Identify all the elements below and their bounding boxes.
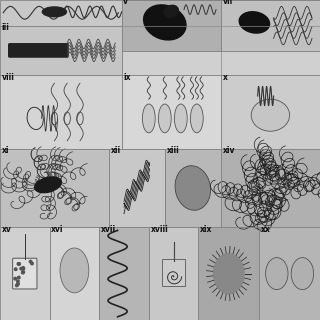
Ellipse shape (213, 253, 245, 294)
Ellipse shape (238, 11, 270, 34)
Circle shape (14, 268, 17, 270)
Circle shape (29, 260, 32, 263)
FancyBboxPatch shape (0, 149, 109, 227)
FancyBboxPatch shape (221, 75, 320, 149)
Text: vii: vii (222, 0, 233, 6)
FancyBboxPatch shape (165, 149, 221, 227)
FancyBboxPatch shape (0, 75, 122, 149)
Ellipse shape (142, 104, 155, 133)
Ellipse shape (34, 176, 62, 193)
Text: iii: iii (2, 23, 10, 32)
Ellipse shape (164, 4, 179, 18)
Text: xi: xi (2, 146, 9, 155)
Circle shape (14, 277, 17, 280)
FancyBboxPatch shape (122, 75, 221, 149)
FancyBboxPatch shape (122, 0, 221, 51)
FancyBboxPatch shape (259, 227, 320, 320)
FancyBboxPatch shape (99, 227, 149, 320)
FancyBboxPatch shape (8, 43, 69, 58)
Ellipse shape (266, 258, 288, 290)
Text: xiii: xiii (166, 146, 179, 155)
Text: x: x (222, 73, 227, 82)
Ellipse shape (175, 166, 211, 210)
Circle shape (18, 263, 20, 265)
Circle shape (31, 262, 33, 265)
Ellipse shape (60, 248, 89, 293)
FancyBboxPatch shape (221, 149, 320, 227)
Text: xix: xix (200, 225, 212, 234)
Circle shape (22, 268, 25, 270)
FancyBboxPatch shape (0, 26, 122, 75)
Circle shape (22, 267, 25, 269)
Circle shape (18, 276, 20, 279)
Circle shape (21, 271, 24, 274)
Circle shape (16, 284, 18, 287)
Ellipse shape (158, 104, 171, 133)
Circle shape (17, 263, 20, 265)
FancyBboxPatch shape (198, 227, 259, 320)
Ellipse shape (291, 258, 314, 290)
Text: v: v (123, 0, 128, 6)
Ellipse shape (42, 6, 67, 18)
Text: xiv: xiv (222, 146, 235, 155)
FancyBboxPatch shape (162, 259, 185, 286)
Text: xii: xii (110, 146, 121, 155)
FancyBboxPatch shape (50, 227, 99, 320)
Circle shape (20, 268, 22, 270)
FancyBboxPatch shape (109, 149, 165, 227)
FancyBboxPatch shape (122, 0, 221, 26)
Text: xviii: xviii (150, 225, 168, 234)
Ellipse shape (190, 104, 203, 133)
Ellipse shape (174, 104, 187, 133)
Circle shape (17, 280, 19, 283)
Text: xv: xv (2, 225, 12, 234)
FancyBboxPatch shape (0, 0, 122, 26)
FancyBboxPatch shape (221, 0, 320, 51)
Ellipse shape (251, 99, 290, 131)
Text: xx: xx (261, 225, 270, 234)
Circle shape (17, 283, 19, 285)
FancyBboxPatch shape (149, 227, 198, 320)
FancyBboxPatch shape (221, 0, 320, 26)
Ellipse shape (143, 4, 187, 41)
Text: ix: ix (123, 73, 131, 82)
Text: viii: viii (2, 73, 14, 82)
FancyBboxPatch shape (0, 227, 50, 320)
Text: xvi: xvi (51, 225, 64, 234)
Circle shape (22, 271, 25, 273)
FancyBboxPatch shape (12, 258, 37, 289)
Text: xvii: xvii (101, 225, 116, 234)
